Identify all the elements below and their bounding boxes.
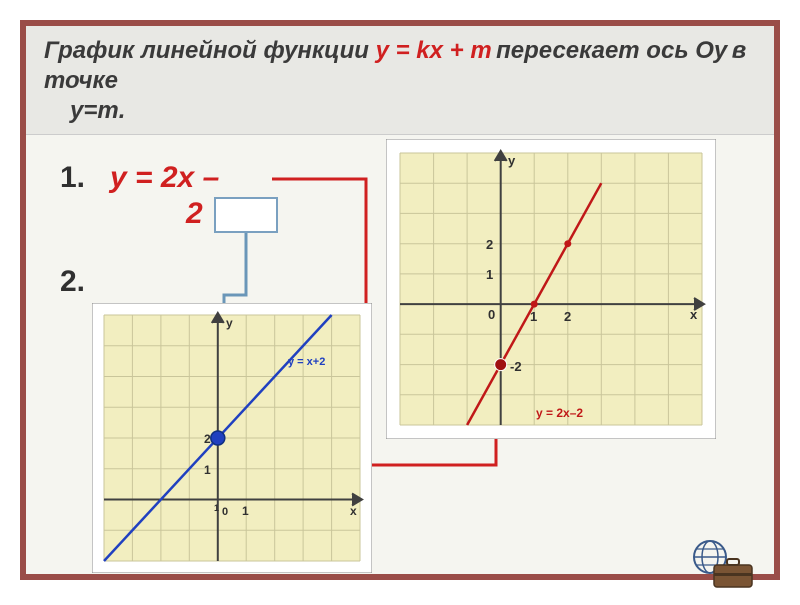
chart-left: x y 0 1 1 1 2 y = x+2 (92, 303, 372, 573)
axis-x-label-l: x (350, 504, 357, 518)
origin-label: 0 (488, 307, 495, 322)
title-prefix: График линейной функции (44, 37, 376, 64)
ytick-1-l: 1 (204, 463, 211, 477)
ytick-2-l: 2 (204, 432, 211, 446)
content-area: 1. y = 2x – 2 2. (26, 135, 774, 605)
ytick-1: 1 (486, 267, 493, 282)
title-bar: График линейной функции y = kx + m перес… (26, 26, 774, 135)
axis-y-label-l: y (226, 316, 233, 330)
briefcase-globe-icon (692, 539, 756, 591)
xtick-1-l: 1 (242, 504, 249, 518)
chart-right-eq: y = 2x–2 (536, 406, 583, 420)
xtick-2: 2 (564, 309, 571, 324)
origin-sup-l: 1 (214, 503, 219, 513)
title-formula: y = kx + m (376, 37, 492, 64)
ytick-neg2: -2 (510, 359, 522, 374)
xtick-1: 1 (530, 309, 537, 324)
chart-right: x y 0 1 2 1 2 -2 y = 2x–2 (386, 139, 716, 439)
axis-x-label: x (690, 307, 698, 322)
axis-y-label: y (508, 153, 516, 168)
title-mid: пересекает ось (496, 37, 695, 64)
title-yint: y=m. (44, 97, 125, 124)
title-axis: Oy (695, 37, 727, 64)
ytick-2: 2 (486, 237, 493, 252)
origin-label-l: 0 (222, 506, 228, 518)
chart-left-eq: y = x+2 (288, 356, 325, 368)
outer-frame: График линейной функции y = kx + m перес… (20, 20, 780, 580)
